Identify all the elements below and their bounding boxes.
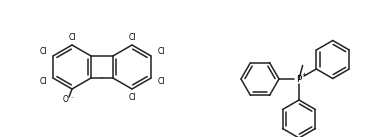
Text: P: P: [296, 75, 302, 83]
Text: Cl: Cl: [39, 76, 47, 85]
Text: Cl: Cl: [68, 33, 76, 42]
Text: +: +: [301, 72, 307, 78]
Text: Cl: Cl: [157, 76, 165, 85]
Text: Cl: Cl: [128, 92, 136, 102]
Text: O: O: [63, 95, 69, 103]
Text: ⁻: ⁻: [71, 97, 74, 102]
Text: Cl: Cl: [157, 48, 165, 56]
Text: Cl: Cl: [39, 48, 47, 56]
Text: Cl: Cl: [128, 33, 136, 42]
